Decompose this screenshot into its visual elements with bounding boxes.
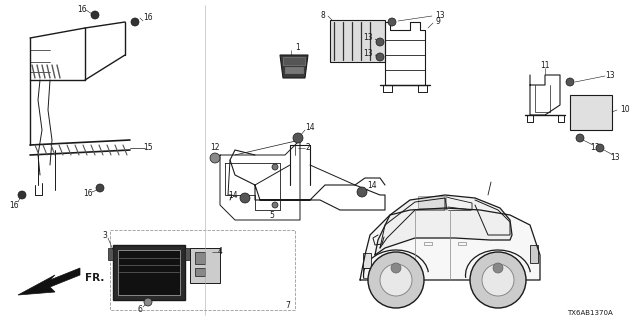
- Bar: [195, 268, 205, 276]
- Text: TX6AB1370A: TX6AB1370A: [567, 310, 613, 316]
- Text: 14: 14: [367, 181, 377, 190]
- Circle shape: [596, 144, 604, 152]
- Circle shape: [96, 184, 104, 192]
- Circle shape: [240, 193, 250, 203]
- Bar: [110, 230, 295, 310]
- Bar: [285, 67, 303, 73]
- Text: 16: 16: [143, 12, 153, 21]
- Text: 13: 13: [610, 154, 620, 163]
- Bar: [424, 242, 432, 245]
- Text: 10: 10: [620, 106, 630, 115]
- Bar: [108, 248, 113, 260]
- Circle shape: [368, 252, 424, 308]
- Bar: [190, 248, 220, 283]
- Text: 6: 6: [138, 306, 143, 315]
- Text: 5: 5: [269, 211, 275, 220]
- Bar: [418, 196, 446, 208]
- Circle shape: [91, 11, 99, 19]
- Text: 16: 16: [9, 201, 19, 210]
- Text: 12: 12: [211, 143, 220, 153]
- Text: 8: 8: [321, 11, 325, 20]
- Circle shape: [380, 264, 412, 296]
- Bar: [283, 57, 305, 65]
- Bar: [330, 20, 385, 62]
- Text: 2: 2: [306, 143, 310, 153]
- Circle shape: [131, 18, 139, 26]
- Text: 13: 13: [363, 50, 373, 59]
- Text: 13: 13: [605, 70, 615, 79]
- Polygon shape: [280, 55, 308, 78]
- Circle shape: [210, 153, 220, 163]
- Text: 9: 9: [436, 18, 440, 27]
- Text: 4: 4: [218, 247, 223, 257]
- Circle shape: [18, 191, 26, 199]
- Text: 7: 7: [285, 300, 291, 309]
- Circle shape: [357, 187, 367, 197]
- Text: 13: 13: [590, 143, 600, 153]
- Text: FR.: FR.: [85, 273, 105, 283]
- Text: 15: 15: [143, 143, 153, 153]
- Circle shape: [576, 134, 584, 142]
- Bar: [113, 245, 185, 300]
- Circle shape: [470, 252, 526, 308]
- Text: 14: 14: [228, 190, 238, 199]
- Text: 13: 13: [363, 34, 373, 43]
- Polygon shape: [360, 208, 540, 280]
- Text: 3: 3: [102, 230, 108, 239]
- Bar: [530, 245, 538, 263]
- Circle shape: [388, 18, 396, 26]
- Text: 16: 16: [83, 188, 93, 197]
- Circle shape: [376, 38, 384, 46]
- Bar: [195, 252, 205, 264]
- Bar: [570, 95, 612, 130]
- Circle shape: [493, 263, 503, 273]
- Circle shape: [144, 298, 152, 306]
- Text: 11: 11: [540, 60, 550, 69]
- Circle shape: [272, 202, 278, 208]
- Text: 14: 14: [305, 124, 315, 132]
- Circle shape: [272, 164, 278, 170]
- Polygon shape: [18, 268, 80, 295]
- Circle shape: [566, 78, 574, 86]
- Circle shape: [391, 263, 401, 273]
- Circle shape: [376, 53, 384, 61]
- Bar: [363, 253, 371, 268]
- Bar: [363, 268, 375, 278]
- Text: 13: 13: [435, 11, 445, 20]
- Polygon shape: [375, 195, 512, 255]
- Circle shape: [293, 133, 303, 143]
- Circle shape: [482, 264, 514, 296]
- Bar: [458, 242, 466, 245]
- Bar: [118, 250, 180, 295]
- Bar: [185, 248, 190, 260]
- Text: 1: 1: [296, 44, 300, 52]
- Text: 16: 16: [77, 5, 87, 14]
